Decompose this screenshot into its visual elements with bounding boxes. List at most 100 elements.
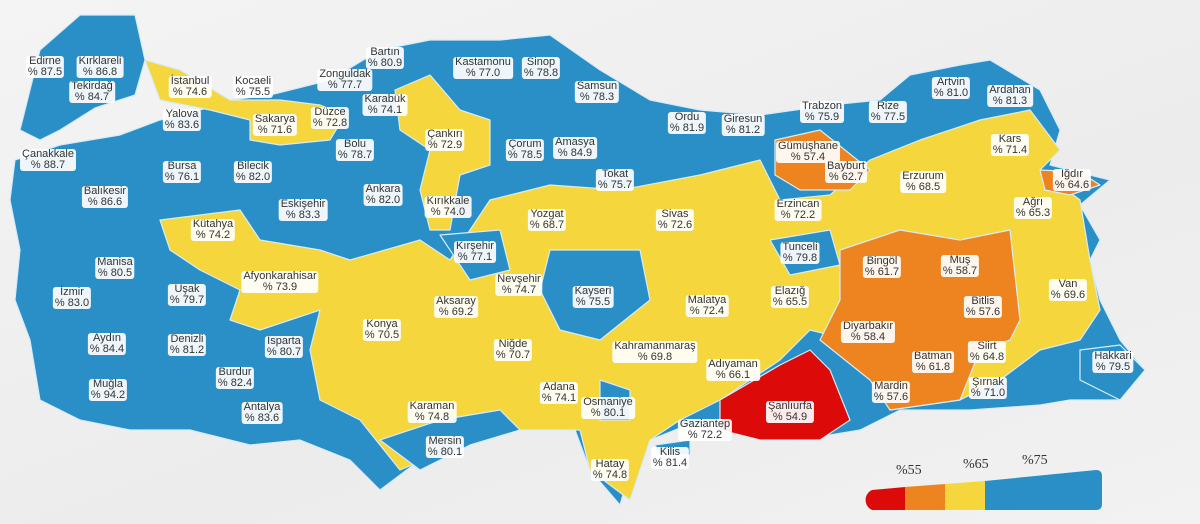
province-label-denizli: Denizli% 81.2	[167, 334, 207, 356]
province-name: Sakarya	[254, 113, 296, 125]
province-value: % 84.9	[557, 147, 593, 159]
province-name: Bingöl	[866, 255, 898, 267]
province-name: Şanlıurfa	[767, 400, 813, 412]
province-value: % 71.4	[992, 144, 1028, 156]
province-value: % 57.6	[965, 306, 1001, 318]
province-name: Çorum	[508, 138, 542, 150]
province-label-artvin: Artvin% 81.0	[931, 76, 971, 99]
province-value: % 79.7	[169, 294, 205, 306]
province-value: % 72.8	[312, 117, 348, 129]
province-value: % 77.7	[327, 79, 363, 91]
province-name: Trabzon	[802, 100, 842, 112]
province-label-gumushane: Gümüşhane% 57.4	[776, 141, 840, 163]
province-value: % 81.3	[992, 95, 1028, 107]
province-name: Malatya	[687, 294, 727, 306]
province-name: Gaziantep	[679, 418, 731, 430]
province-name: Tunceli	[782, 241, 818, 253]
province-value: % 82.4	[217, 377, 253, 389]
province-label-adyaman: Adıyaman% 66.1	[706, 359, 760, 381]
province-name: İstanbul	[170, 75, 210, 87]
province-name: Adıyaman	[708, 358, 758, 370]
province-value: % 81.2	[169, 344, 205, 356]
province-value: % 86.8	[82, 66, 118, 78]
province-label-gaziantep: Gaziantep% 72.2	[677, 418, 733, 441]
province-value: % 75.5	[575, 296, 611, 308]
province-value: % 72.9	[427, 139, 463, 151]
province-value: % 54.9	[772, 411, 808, 423]
province-label-mugla: Muğla% 94.2	[88, 379, 128, 401]
province-name: Artvin	[936, 76, 966, 88]
province-value: % 69.2	[438, 306, 474, 318]
province-name: Samsun	[576, 80, 618, 92]
province-value: % 75.9	[804, 111, 840, 123]
province-name: Burdur	[218, 366, 252, 378]
province-value: % 79.8	[782, 252, 818, 264]
province-value: % 65.5	[772, 296, 808, 308]
province-value: % 75.5	[235, 86, 271, 98]
province-label-kahramanmaras: Kahramanmaraş% 69.8	[612, 341, 698, 363]
province-label-duzce: Düzce% 72.8	[310, 107, 350, 129]
province-label-nigde: Niğde% 70.7	[493, 339, 533, 361]
legend-swatch-55_65	[905, 484, 945, 510]
province-label-bolu: Bolu% 78.7	[335, 139, 375, 161]
province-value: % 81.9	[669, 122, 705, 134]
province-label-cankr: Çankırı% 72.9	[425, 129, 465, 151]
region-sanliurfa	[719, 349, 851, 441]
province-label-usak: Uşak% 79.7	[167, 284, 207, 306]
province-label-bitlis: Bitlis% 57.6	[963, 296, 1003, 318]
province-value: % 82.0	[365, 194, 401, 206]
province-value: % 71.0	[970, 387, 1006, 399]
province-label-osmaniye: Osmaniye% 80.1	[581, 397, 635, 419]
province-name: Isparta	[267, 335, 301, 347]
province-value: % 58.7	[942, 265, 978, 277]
province-name: Erzurum	[902, 170, 944, 182]
province-label-malatya: Malatya% 72.4	[685, 294, 729, 317]
province-label-yalova: Yalova% 83.6	[162, 109, 202, 131]
province-label-canakkale: Çanakkale% 88.7	[20, 149, 76, 171]
province-label-bursa: Bursa% 76.1	[162, 161, 202, 183]
province-label-sanlurfa: Şanlıurfa% 54.9	[765, 400, 815, 423]
province-label-ordu: Ordu% 81.9	[667, 112, 707, 134]
province-name: Mersin	[428, 435, 462, 447]
province-value: % 83.6	[244, 412, 280, 424]
province-name: Kilis	[659, 446, 681, 458]
province-name: Kars	[998, 133, 1022, 145]
province-name: Konya	[366, 318, 398, 330]
province-label-yozgat: Yozgat% 68.7	[527, 209, 567, 231]
legend-threshold-55: %55	[896, 463, 922, 478]
province-value: % 77.0	[465, 67, 501, 79]
province-label-bartn: Bartın% 80.9	[365, 47, 405, 69]
province-value: % 58.4	[850, 331, 886, 343]
province-name: Ağrı	[1022, 196, 1044, 208]
province-value: % 88.7	[30, 159, 66, 171]
province-value: % 69.6	[1050, 289, 1086, 301]
province-name: Edirne	[29, 55, 61, 67]
province-label-sakarya: Sakarya% 71.6	[252, 113, 298, 136]
province-name: Kütahya	[192, 218, 234, 230]
province-value: % 79.5	[1095, 361, 1131, 373]
province-value: % 76.1	[164, 171, 200, 183]
province-name: Muş	[949, 254, 971, 266]
province-name: Mardin	[874, 380, 908, 392]
province-value: % 66.1	[715, 369, 751, 381]
province-value: % 64.6	[1054, 179, 1090, 191]
province-label-burdur: Burdur% 82.4	[215, 366, 255, 389]
province-value: % 78.8	[523, 67, 559, 79]
province-value: % 74.1	[541, 392, 577, 404]
province-label-antalya: Antalya% 83.6	[241, 402, 283, 424]
province-label-bilecik: Bilecik% 82.0	[233, 161, 273, 183]
province-label-batman: Batman% 61.8	[912, 351, 954, 373]
province-name: İzmir	[60, 286, 84, 298]
province-value: % 71.6	[257, 124, 293, 136]
province-name: Hatay	[595, 458, 625, 470]
province-label-erzincan: Erzincan% 72.2	[774, 199, 822, 221]
province-name: Kırşehir	[456, 240, 494, 252]
province-value: % 70.5	[364, 329, 400, 341]
province-name: Elazığ	[774, 285, 806, 297]
province-value: % 78.7	[337, 149, 373, 161]
province-label-kayseri: Kayseri% 75.5	[572, 286, 614, 308]
province-label-samsun: Samsun% 78.3	[574, 80, 620, 103]
province-label-aksaray: Aksaray% 69.2	[434, 296, 478, 318]
province-value: % 74.2	[195, 229, 231, 241]
province-label-corum: Çorum% 78.5	[505, 138, 545, 161]
